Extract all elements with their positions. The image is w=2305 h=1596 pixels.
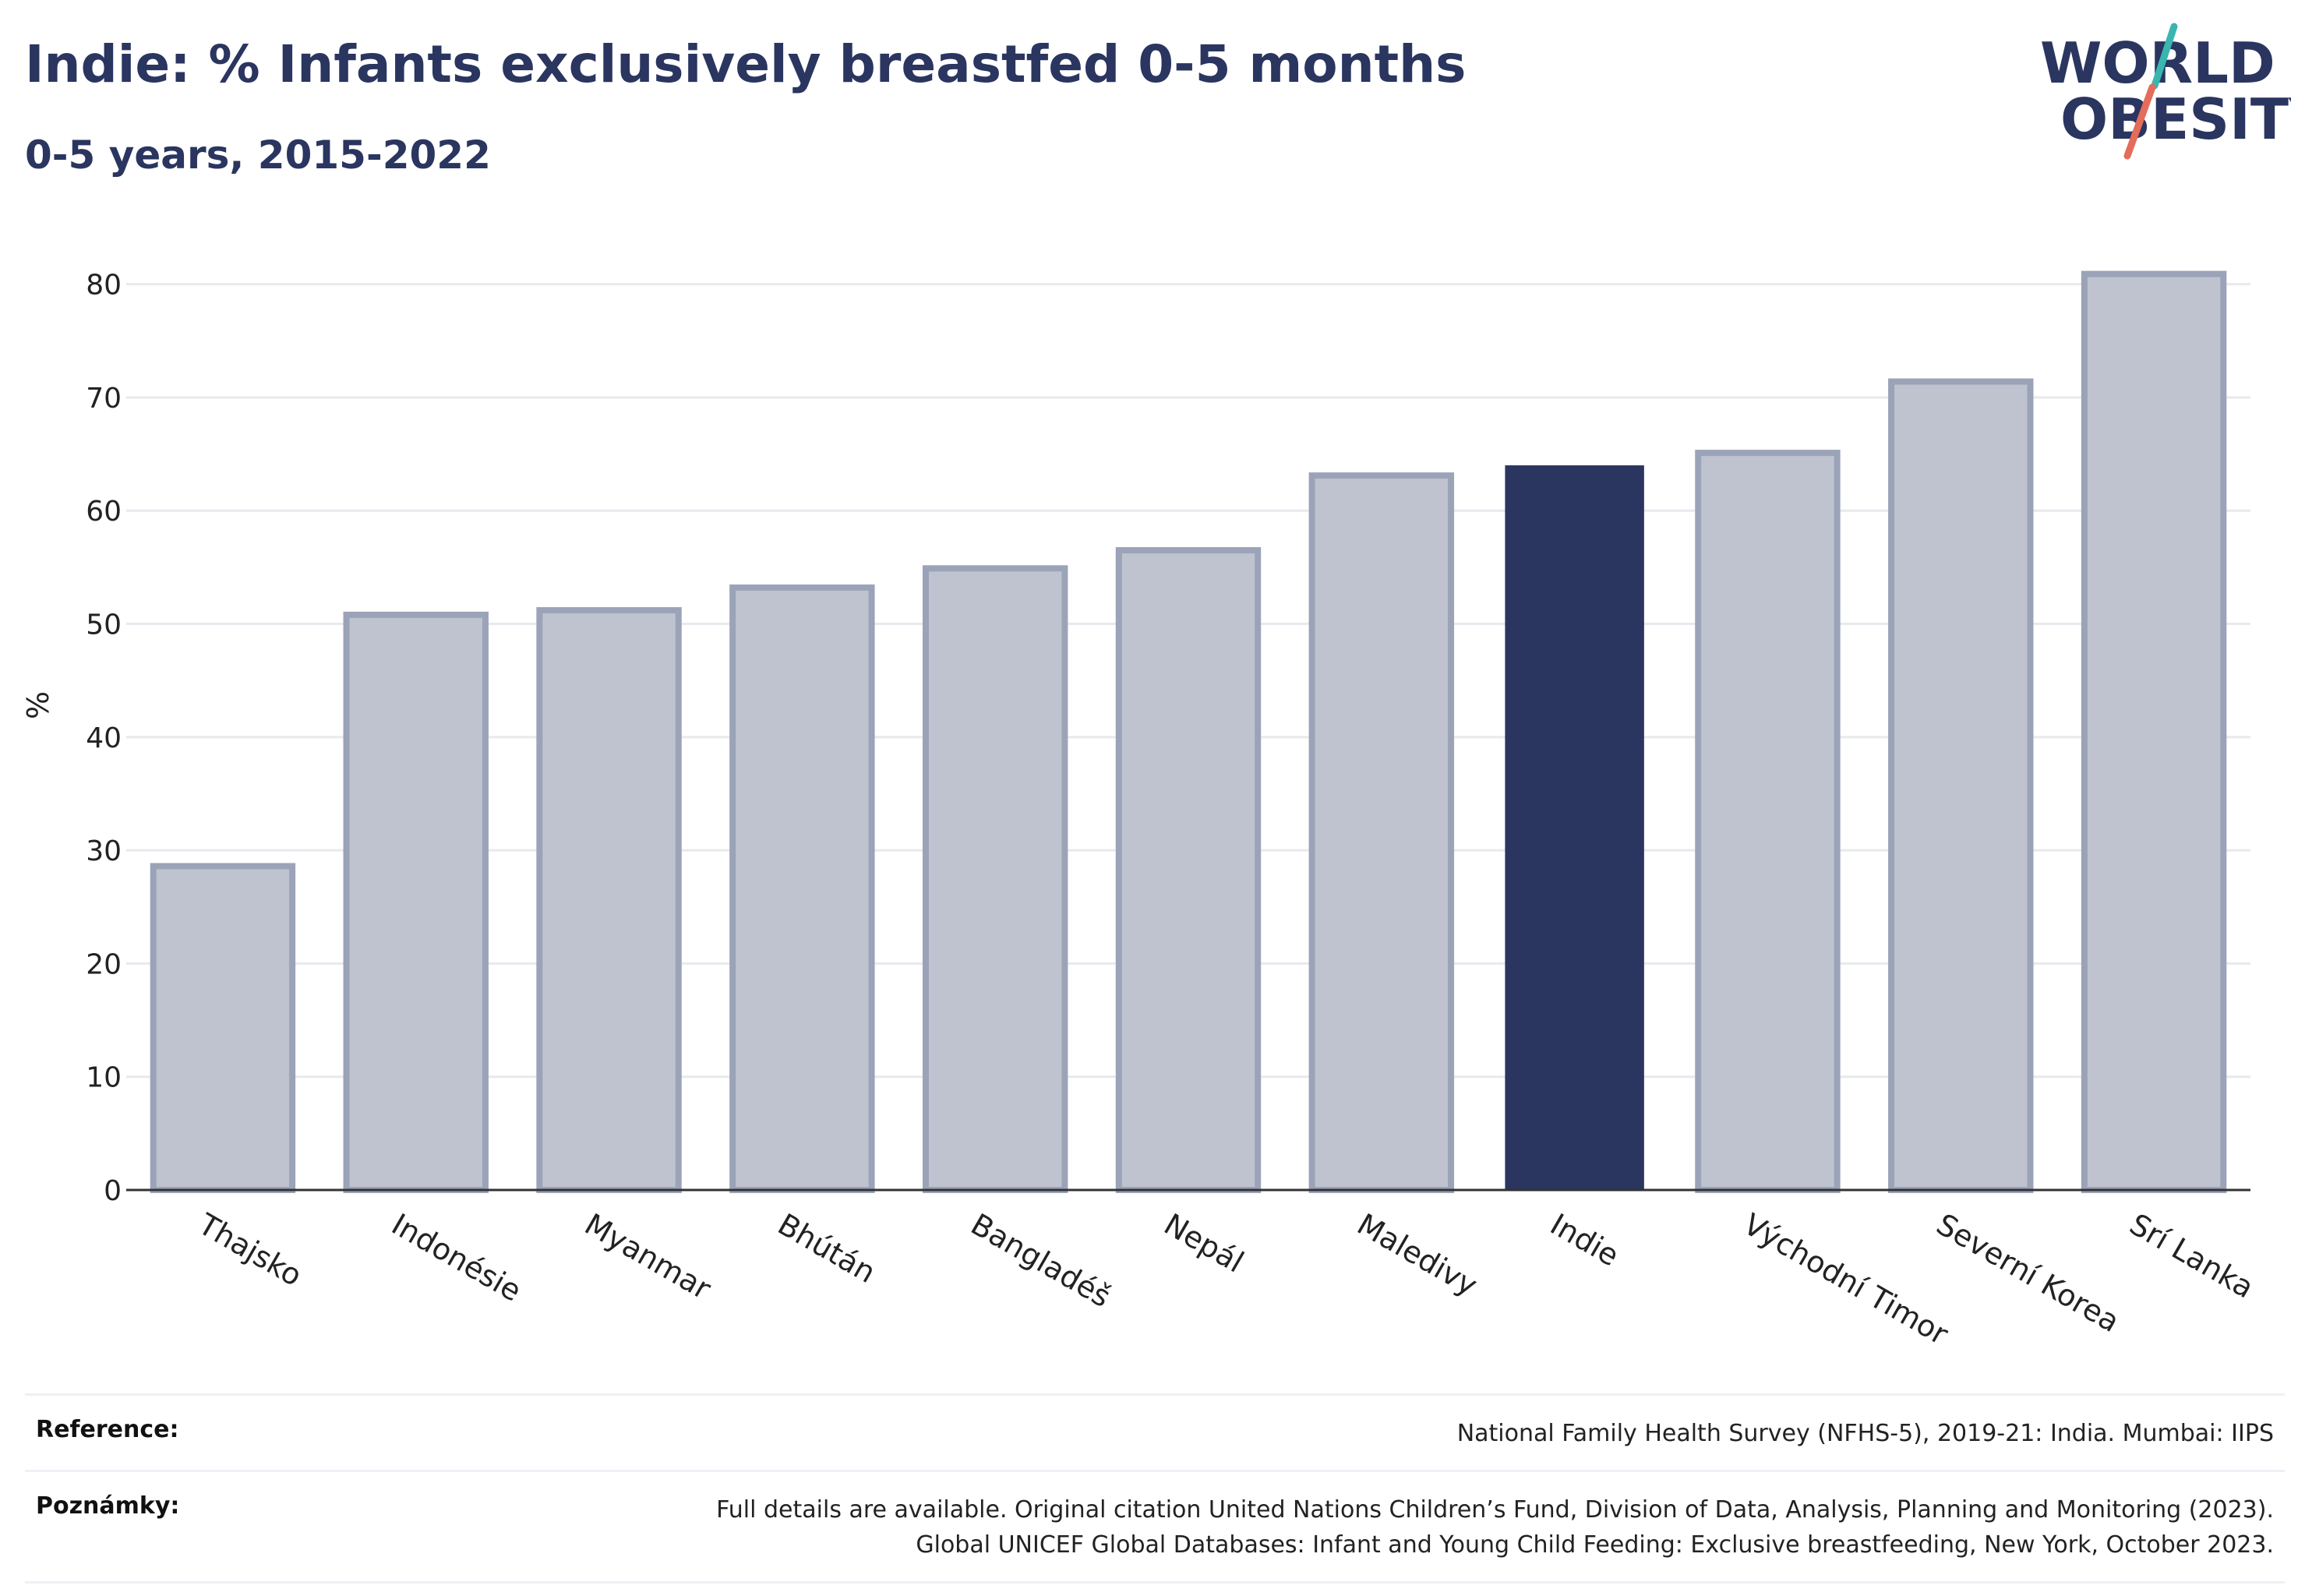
y-tick-label: 30 [86, 835, 122, 867]
world-obesity-logo: WORLD OBESITY [2040, 23, 2291, 160]
y-tick-label: 50 [86, 609, 122, 641]
bar-7 [1308, 472, 1455, 1193]
bar-chart: 0 10 20 30 40 50 60 70 80 Thajsko Indonésie Myanma… [21, 270, 2260, 1352]
x-tick-label: Thajsko [192, 1206, 308, 1293]
bars [150, 270, 2227, 1194]
logo-line-2: OBESITY [2060, 87, 2291, 152]
chart-title: Indie: % Infants exclusively breastfed 0… [25, 34, 1467, 94]
bar-5 [922, 565, 1068, 1193]
reference-row: Reference: National Family Health Survey… [25, 1393, 2285, 1470]
x-tick-label: Severní Korea [1931, 1207, 2126, 1339]
bar-8 [1505, 465, 1644, 1190]
y-tick-label: 60 [86, 496, 122, 528]
reference-text: National Family Health Survey (NFHS-5), … [1456, 1420, 2274, 1447]
notes-line-1: Full details are available. Original cit… [716, 1496, 2274, 1524]
x-tick-label: Indonésie [386, 1207, 527, 1308]
bar-6 [1115, 547, 1262, 1193]
notes-line-2: Global UNICEF Global Databases: Infant a… [916, 1531, 2274, 1559]
chart-subtitle: 0-5 years, 2015-2022 [25, 132, 491, 178]
x-tick-label: Maledivy [1351, 1207, 1483, 1303]
y-tick-labels: 0 10 20 30 40 50 60 70 80 [86, 270, 122, 1207]
y-tick-label: 20 [86, 948, 122, 980]
x-tick-label: Myanmar [579, 1207, 717, 1307]
bar-11 [2081, 270, 2227, 1194]
bar-10 [1888, 378, 2034, 1194]
logo-slash-coral [2123, 83, 2156, 160]
x-tick-label: Srí Lanka [2124, 1207, 2260, 1305]
y-tick-label: 80 [86, 270, 122, 302]
bar-9 [1695, 450, 1841, 1193]
notes-label: Poznámky: [36, 1492, 180, 1520]
x-tick-label: Nepál [1159, 1207, 1250, 1280]
bar-4 [729, 584, 875, 1193]
x-tick-label: Bhútán [772, 1207, 881, 1290]
y-axis-label: % [21, 691, 55, 719]
y-tick-label: 10 [86, 1062, 122, 1094]
y-tick-label: 0 [104, 1175, 122, 1207]
bar-3 [536, 607, 682, 1193]
bar-2 [343, 611, 489, 1193]
bar-1 [150, 863, 296, 1194]
y-tick-label: 70 [86, 383, 122, 415]
y-tick-label: 40 [86, 722, 122, 754]
x-tick-label: Východní Timor [1738, 1207, 1954, 1352]
x-tick-label: Bangladéš [965, 1207, 1117, 1314]
chart-footer: Reference: National Family Health Survey… [25, 1393, 2285, 1584]
logo-slash-teal [2151, 23, 2178, 90]
x-tick-label: Indie [1544, 1207, 1625, 1273]
reference-label: Reference: [36, 1416, 179, 1443]
notes-text: Full details are available. Original cit… [716, 1492, 2274, 1562]
x-tick-labels: Thajsko Indonésie Myanmar Bhútán Bangladéš Ne… [192, 1206, 2260, 1351]
notes-row: Poznámky: Full details are available. Or… [25, 1470, 2285, 1584]
